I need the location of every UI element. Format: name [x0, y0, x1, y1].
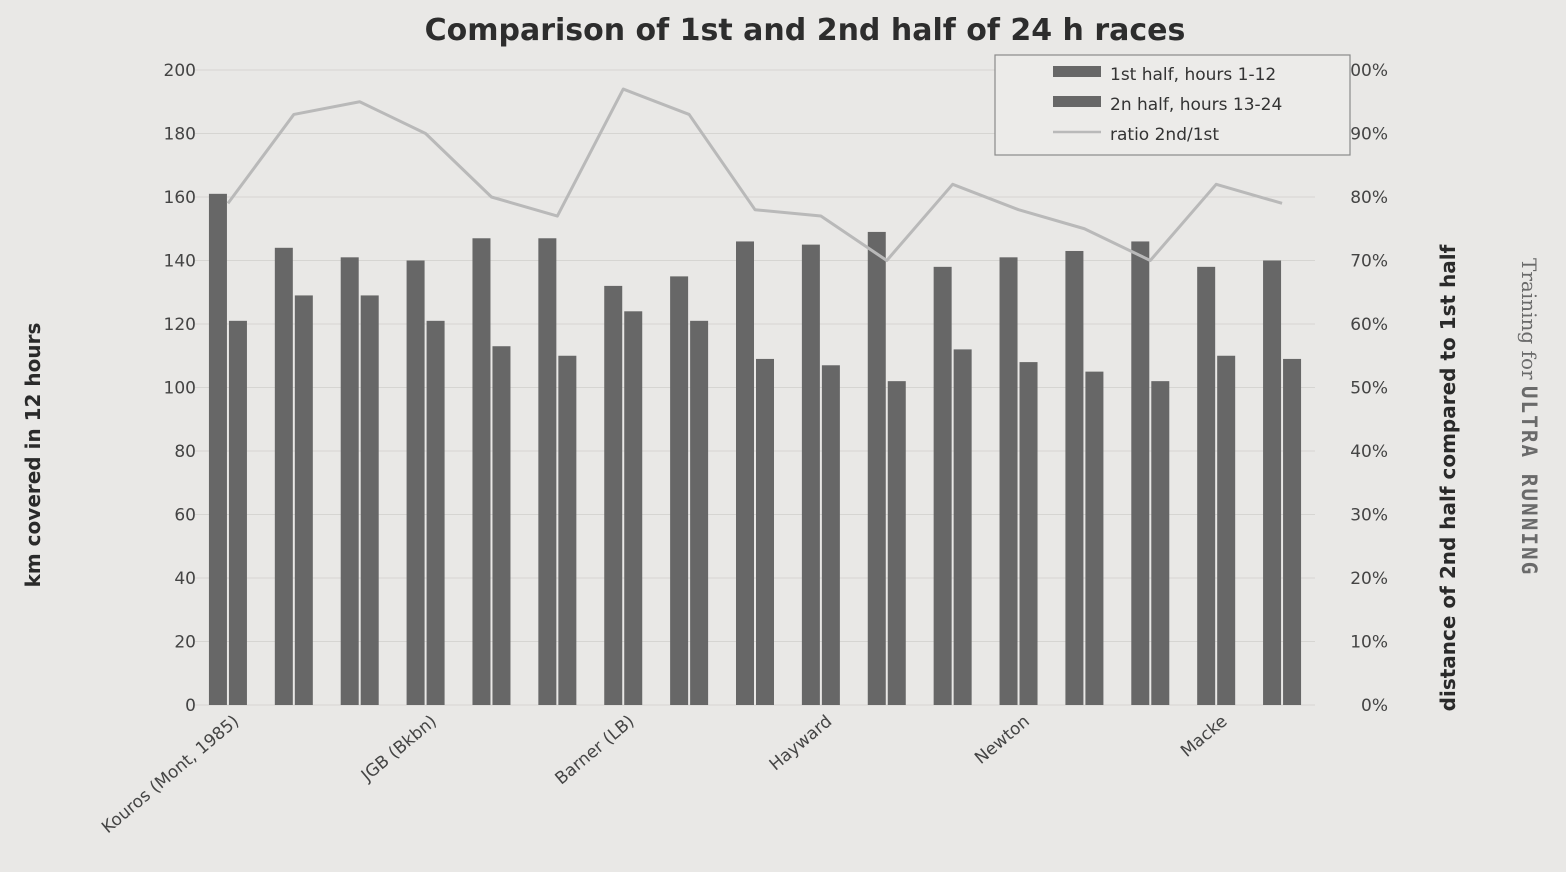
bar-2nd-half [360, 295, 379, 705]
bar-1st-half [472, 238, 491, 705]
y2-tick-label: 60% [1350, 315, 1388, 335]
bar-1st-half [406, 260, 425, 705]
bar-1st-half [604, 285, 623, 705]
bar-2nd-half [756, 358, 774, 705]
y2-tick-label: 10% [1350, 633, 1388, 653]
bar-1st-half [933, 266, 952, 705]
y-tick-label: 180 [164, 125, 196, 145]
bar-2nd-half [953, 349, 972, 705]
y2-tick-label: 90% [1350, 125, 1388, 145]
y2-tick-label: 100% [1339, 61, 1388, 81]
bar-2nd-half [1151, 381, 1170, 705]
bar-2nd-half [228, 320, 247, 705]
bars [208, 193, 1302, 706]
x-category-label: Hayward [766, 712, 836, 776]
y-tick-label: 40 [174, 569, 196, 589]
legend-swatch-1st-half [1053, 66, 1101, 77]
y-tick-label: 200 [164, 61, 196, 81]
y-tick-label: 120 [164, 315, 196, 335]
bar-2nd-half [1085, 371, 1104, 705]
bar-2nd-half [426, 320, 445, 705]
x-axis-labels: Kouros (Mont, 1985) JGB (Bkbn) Barner (LB)… [98, 712, 1231, 838]
x-category-label: Macke [1177, 712, 1231, 762]
y2-tick-label: 30% [1350, 506, 1388, 526]
side-note-prefix: Training for [1517, 258, 1541, 386]
y2-tick-label: 50% [1350, 379, 1388, 399]
y-tick-label: 140 [164, 252, 196, 272]
side-note: Training for ULTRA RUNNING [1517, 258, 1541, 576]
bar-2nd-half [1217, 355, 1236, 705]
legend-label-ratio: ratio 2nd/1st [1110, 125, 1219, 145]
y-axis-title: km covered in 12 hours [21, 323, 45, 588]
legend-label-1st-half: 1st half, hours 1-12 [1110, 65, 1276, 85]
bar-1st-half [1131, 241, 1150, 705]
bar-1st-half [670, 276, 689, 705]
bar-1st-half [736, 241, 754, 705]
side-note-bold: ULTRA RUNNING [1517, 386, 1541, 576]
y-tick-label: 80 [174, 442, 196, 462]
y2-tick-label: 80% [1350, 188, 1388, 208]
legend-swatch-2nd-half [1053, 96, 1101, 107]
bar-1st-half [867, 231, 886, 706]
legend: 1st half, hours 1-12 2n half, hours 13-2… [994, 54, 1351, 156]
bar-1st-half [1197, 266, 1216, 705]
bar-1st-half [538, 238, 557, 705]
bar-1st-half [1263, 260, 1282, 705]
bar-1st-half [1065, 250, 1084, 705]
bar-2nd-half [558, 355, 577, 705]
y-tick-label: 0 [185, 696, 196, 716]
bar-2nd-half [1283, 358, 1302, 705]
y-axis-ticks: 0 20 40 60 80 100 120 140 160 180 200 [164, 61, 196, 716]
bar-1st-half [274, 247, 293, 706]
x-category-label: Barner (LB) [551, 712, 638, 790]
chart-title: Comparison of 1st and 2nd half of 24 h r… [425, 13, 1186, 48]
bar-2nd-half [821, 365, 840, 705]
x-category-label: JGB (Bkbn) [357, 712, 441, 787]
y-tick-label: 60 [174, 506, 196, 526]
y-tick-label: 20 [174, 633, 196, 653]
legend-label-2nd-half: 2n half, hours 13-24 [1110, 95, 1282, 115]
x-category-label: Newton [971, 712, 1034, 769]
bar-2nd-half [492, 346, 511, 705]
bar-1st-half [801, 244, 820, 705]
y2-axis-ticks: 0% 10% 20% 30% 40% 50% 60% 70% 80% 90% 100% [1339, 61, 1388, 716]
y2-tick-label: 70% [1350, 252, 1388, 272]
x-category-label: Kouros (Mont, 1985) [98, 712, 243, 838]
bar-2nd-half [294, 295, 313, 705]
bar-1st-half [208, 193, 227, 705]
y2-tick-label: 0% [1361, 696, 1388, 716]
y2-tick-label: 40% [1350, 442, 1388, 462]
bar-2nd-half [887, 381, 906, 705]
bar-2nd-half [1019, 362, 1038, 705]
bar-1st-half [999, 257, 1018, 705]
y2-axis-title: distance of 2nd half compared to 1st hal… [1436, 244, 1460, 711]
y-tick-label: 160 [164, 188, 196, 208]
ratio-line [226, 87, 1283, 262]
ratio-line-group [226, 87, 1283, 262]
bar-1st-half [340, 257, 359, 705]
y-tick-label: 100 [164, 379, 196, 399]
bar-2nd-half [690, 320, 709, 705]
bar-2nd-half [624, 311, 643, 705]
y2-tick-label: 20% [1350, 569, 1388, 589]
